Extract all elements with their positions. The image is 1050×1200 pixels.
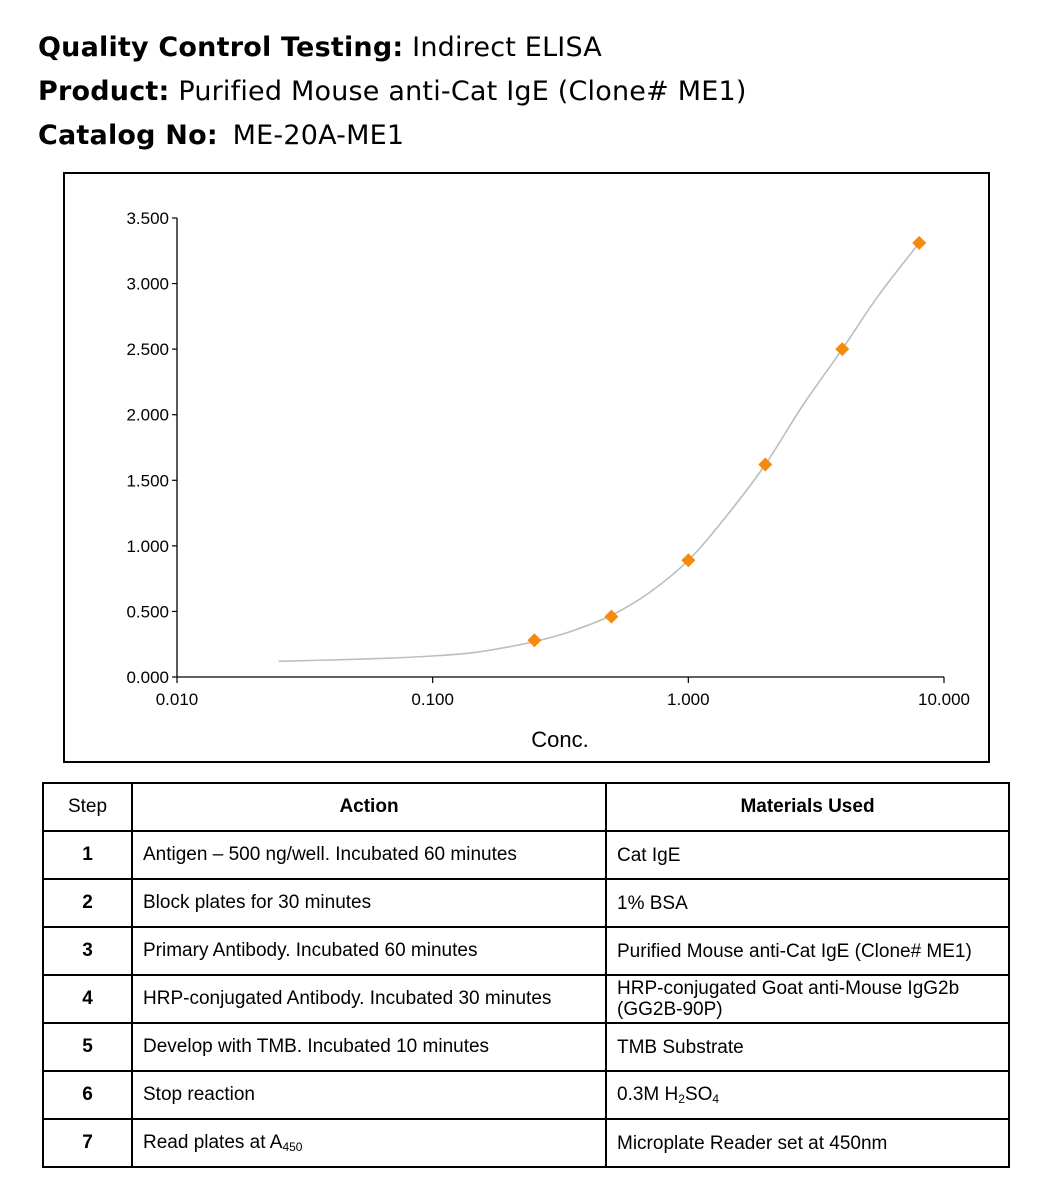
action-text: Read plates at A — [143, 1132, 283, 1153]
y-tick-label: 0.500 — [126, 602, 169, 621]
step-materials: Purified Mouse anti-Cat IgE (Clone# ME1) — [605, 926, 1010, 976]
step-materials: HRP-conjugated Goat anti-Mouse IgG2b (GG… — [605, 974, 1010, 1024]
table-header-row: Step Action Materials Used — [42, 782, 1010, 832]
wavelength-subscript: 450 — [282, 1140, 303, 1154]
formula-subscript: 4 — [712, 1091, 720, 1106]
x-tick-label: 10.000 — [918, 690, 970, 709]
data-points-layer — [527, 235, 927, 648]
step-action: Antigen – 500 ng/well. Incubated 60 minu… — [131, 830, 607, 880]
col-header-step: Step — [42, 782, 133, 832]
protocol-table: Step Action Materials Used 1 Antigen – 5… — [42, 782, 1010, 1168]
y-tick-label: 1.000 — [126, 537, 169, 556]
product-value: Purified Mouse anti-Cat IgE (Clone# ME1) — [178, 76, 747, 107]
catalog-label: Catalog No: — [38, 120, 218, 151]
table-row: 5 Develop with TMB. Incubated 10 minutes… — [42, 1022, 1010, 1072]
data-point — [835, 342, 850, 357]
step-action: Primary Antibody. Incubated 60 minutes — [131, 926, 607, 976]
chart-frame: 0.000 0.500 1.000 1.500 2.000 2.500 3.000 3.500… — [63, 172, 990, 763]
step-number: 2 — [42, 878, 133, 928]
table-row: 7 Read plates at A450 Microplate Reader … — [42, 1118, 1010, 1168]
data-point — [758, 457, 773, 472]
step-number: 1 — [42, 830, 133, 880]
y-tick-label: 0.000 — [126, 668, 169, 687]
table-row: 4 HRP-conjugated Antibody. Incubated 30 … — [42, 974, 1010, 1024]
step-materials: TMB Substrate — [605, 1022, 1010, 1072]
catalog-line: Catalog No: ME-20A-ME1 — [38, 114, 747, 158]
y-tick-label: 2.000 — [126, 406, 169, 425]
step-number: 7 — [42, 1118, 133, 1168]
y-tick-label: 2.500 — [126, 340, 169, 359]
table-row: 6 Stop reaction 0.3M H2SO4 — [42, 1070, 1010, 1120]
table-row: 2 Block plates for 30 minutes 1% BSA — [42, 878, 1010, 928]
y-tick-label: 3.500 — [126, 209, 169, 228]
data-point — [681, 553, 696, 568]
step-number: 4 — [42, 974, 133, 1024]
col-header-action: Action — [131, 782, 607, 832]
header: Quality Control Testing: Indirect ELISA … — [38, 26, 747, 158]
step-action: Read plates at A450 — [131, 1118, 607, 1168]
step-materials: Microplate Reader set at 450nm — [605, 1118, 1010, 1168]
data-point — [527, 633, 542, 648]
y-tick-label: 3.000 — [126, 275, 169, 294]
step-action: Develop with TMB. Incubated 10 minutes — [131, 1022, 607, 1072]
step-materials: Cat IgE — [605, 830, 1010, 880]
x-tick-label: 0.100 — [411, 690, 454, 709]
step-materials: 1% BSA — [605, 878, 1010, 928]
fit-curve — [278, 242, 920, 663]
data-point — [912, 235, 927, 250]
x-tick-label: 0.010 — [156, 690, 199, 709]
product-line: Product: Purified Mouse anti-Cat IgE (Cl… — [38, 70, 747, 114]
product-label: Product: — [38, 76, 170, 107]
formula-part: SO — [684, 1083, 713, 1105]
formula-part: 0.3M H — [617, 1083, 679, 1105]
fit-curve-layer — [278, 242, 920, 663]
step-number: 3 — [42, 926, 133, 976]
data-point — [604, 609, 619, 624]
catalog-value: ME-20A-ME1 — [232, 120, 405, 151]
y-axis: 0.000 0.500 1.000 1.500 2.000 2.500 3.000 3.500 — [126, 209, 178, 687]
qc-line: Quality Control Testing: Indirect ELISA — [38, 26, 747, 70]
step-action: Stop reaction — [131, 1070, 607, 1120]
table-row: 3 Primary Antibody. Incubated 60 minutes… — [42, 926, 1010, 976]
elisa-chart: 0.000 0.500 1.000 1.500 2.000 2.500 3.000 3.500… — [126, 209, 970, 752]
step-action: Block plates for 30 minutes — [131, 878, 607, 928]
qc-value: Indirect ELISA — [412, 32, 602, 63]
formula-subscript: 2 — [678, 1091, 685, 1106]
x-axis: 0.010 0.100 1.000 10.000 — [156, 676, 970, 709]
x-tick-label: 1.000 — [667, 690, 710, 709]
step-action: HRP-conjugated Antibody. Incubated 30 mi… — [131, 974, 607, 1024]
table-row: 1 Antigen – 500 ng/well. Incubated 60 mi… — [42, 830, 1010, 880]
step-number: 6 — [42, 1070, 133, 1120]
x-axis-label: Conc. — [531, 727, 588, 752]
step-number: 5 — [42, 1022, 133, 1072]
step-materials: 0.3M H2SO4 — [605, 1070, 1010, 1120]
y-tick-label: 1.500 — [126, 471, 169, 490]
qc-label: Quality Control Testing: — [38, 32, 404, 63]
col-header-materials: Materials Used — [605, 782, 1010, 832]
